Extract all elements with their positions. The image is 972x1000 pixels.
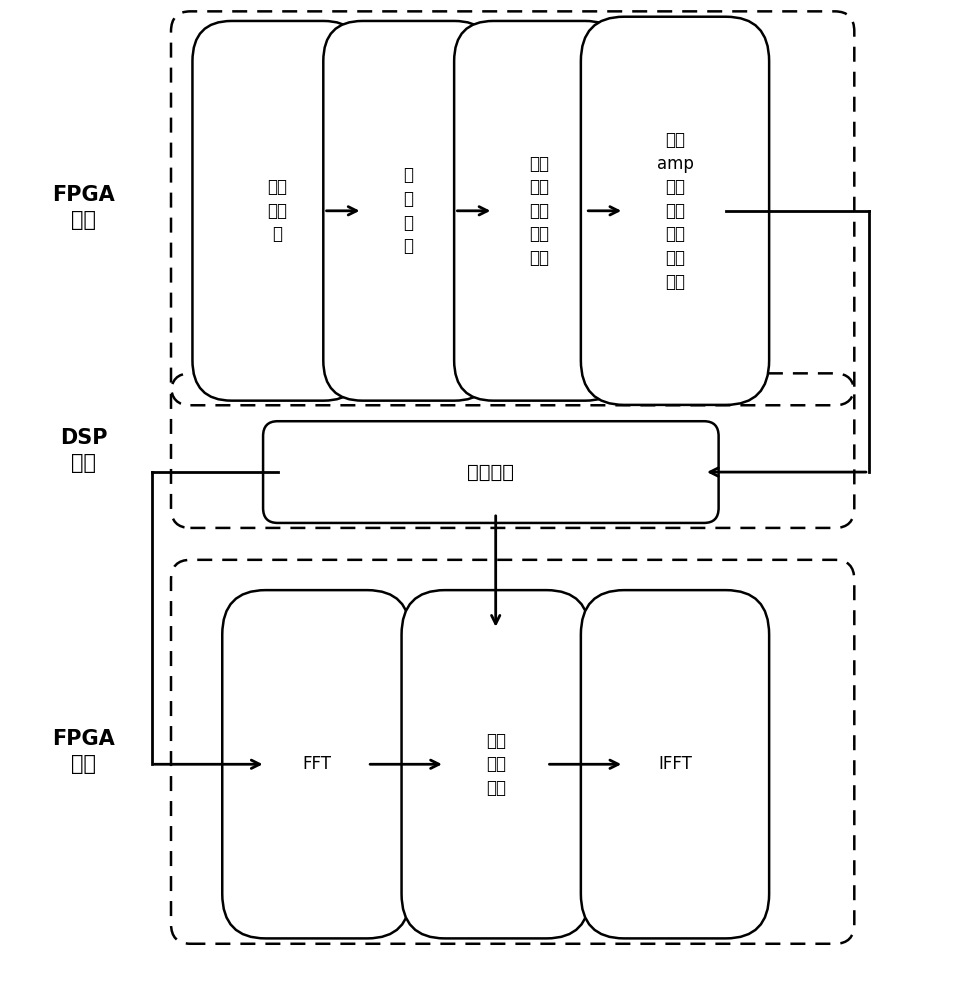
Text: FFT: FFT xyxy=(302,755,330,773)
Text: 数据整合: 数据整合 xyxy=(468,463,514,482)
FancyBboxPatch shape xyxy=(454,21,624,401)
FancyBboxPatch shape xyxy=(401,590,590,938)
Text: FPGA
芯片: FPGA 芯片 xyxy=(52,729,115,774)
FancyBboxPatch shape xyxy=(324,21,494,401)
FancyBboxPatch shape xyxy=(192,21,363,401)
FancyBboxPatch shape xyxy=(263,421,718,523)
FancyBboxPatch shape xyxy=(581,17,769,405)
Text: 计
算
斜
距: 计 算 斜 距 xyxy=(403,166,413,255)
FancyBboxPatch shape xyxy=(223,590,410,938)
Text: 读入
amp
计算
完整
的方
位向
信息: 读入 amp 计算 完整 的方 位向 信息 xyxy=(656,131,693,291)
Text: 乘匹
配共
轭项: 乘匹 配共 轭项 xyxy=(486,732,505,797)
Text: DSP
芯片: DSP 芯片 xyxy=(60,428,108,473)
Text: 信息
预存
储: 信息 预存 储 xyxy=(267,178,288,243)
FancyBboxPatch shape xyxy=(581,590,769,938)
Text: FPGA
芯片: FPGA 芯片 xyxy=(52,185,115,230)
Text: IFFT: IFFT xyxy=(658,755,692,773)
Text: 计算
相位
及距
离单
元数: 计算 相位 及距 离单 元数 xyxy=(530,155,549,267)
